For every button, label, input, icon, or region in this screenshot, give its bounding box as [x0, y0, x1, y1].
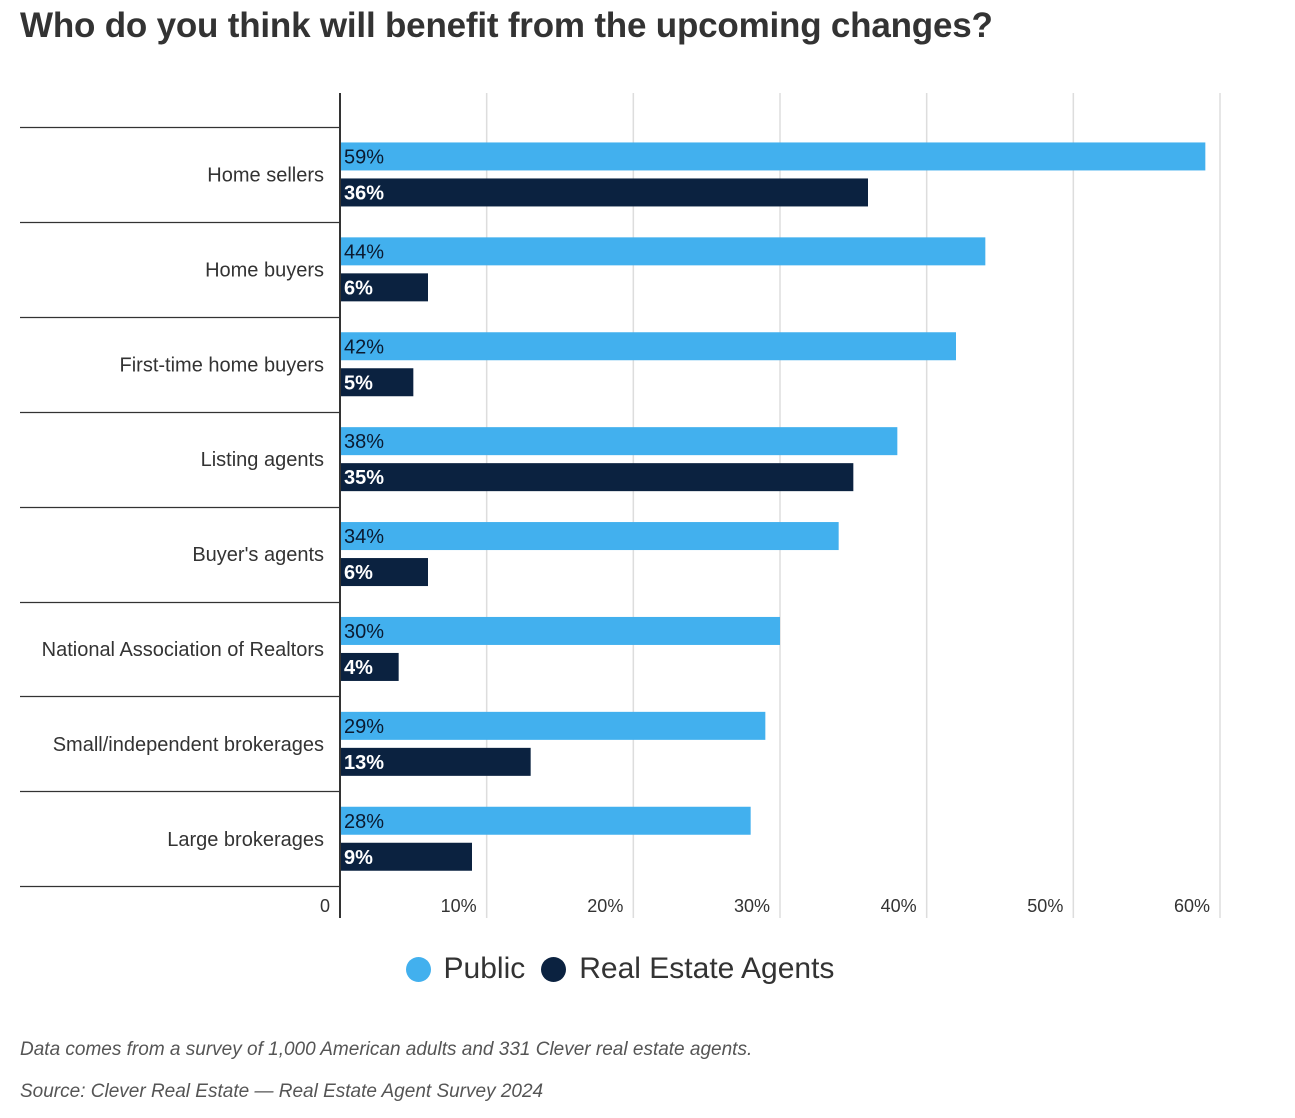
data-label: 35% [344, 467, 384, 489]
data-label: 6% [344, 562, 373, 584]
legend-swatch-agents [541, 956, 567, 982]
bar-chart: 0 10% 20% 30% 40% 50% 60% Home sellers 59% 36% Hom… [20, 93, 1221, 918]
data-label: 4% [344, 657, 373, 679]
source-note: Source: Clever Real Estate — Real Estate… [20, 1081, 544, 1102]
chart-title: Who do you think will benefit from the u… [20, 6, 993, 45]
legend-swatch-public [405, 956, 431, 982]
x-tick-label: 20% [587, 896, 623, 916]
bar-public [340, 332, 956, 361]
data-label: 44% [344, 241, 384, 263]
x-tick-label: 50% [1027, 896, 1063, 916]
bar-public [340, 711, 766, 740]
category-label: Large brokerages [167, 829, 324, 851]
category-label: Listing agents [201, 449, 324, 471]
bar-public [340, 522, 839, 551]
category-label: Home sellers [207, 164, 324, 186]
bar-public [340, 616, 780, 645]
x-tick-label: 10% [441, 896, 477, 916]
data-label: 30% [344, 621, 384, 643]
legend-item-agents[interactable]: Real Estate Agents [541, 952, 834, 986]
x-tick-label: 60% [1174, 896, 1210, 916]
legend-label-agents: Real Estate Agents [579, 952, 835, 985]
data-label: 36% [344, 182, 384, 204]
data-label: 13% [344, 752, 384, 774]
category-label: First-time home buyers [120, 354, 325, 376]
bar-public [340, 237, 986, 266]
bar-agents [340, 368, 414, 397]
data-label: 6% [344, 277, 373, 299]
bar-public [340, 806, 751, 835]
bar-agents [340, 178, 868, 207]
data-label: 29% [344, 716, 384, 738]
data-label: 59% [344, 146, 384, 168]
legend-item-public[interactable]: Public [405, 952, 526, 986]
legend: Public Real Estate Agents [0, 952, 1240, 986]
bar-agents [340, 273, 428, 302]
x-tick-label: 0 [320, 896, 330, 916]
data-label: 38% [344, 431, 384, 453]
survey-note: Data comes from a survey of 1,000 Americ… [20, 1039, 753, 1060]
bar-public [340, 142, 1206, 171]
category-label: Home buyers [205, 259, 324, 281]
data-label: 9% [344, 847, 373, 869]
category-label: National Association of Realtors [42, 639, 324, 661]
data-label: 34% [344, 526, 384, 548]
legend-label-public: Public [443, 952, 526, 985]
data-label: 28% [344, 811, 384, 833]
category-label: Small/independent brokerages [53, 734, 324, 756]
data-label: 5% [344, 372, 373, 394]
bar-agents [340, 558, 428, 587]
bar-agents [340, 842, 472, 871]
category-label: Buyer's agents [192, 544, 324, 566]
bar-agents [340, 652, 399, 681]
data-label: 42% [344, 336, 384, 358]
bar-public [340, 427, 898, 456]
bar-agents [340, 747, 531, 776]
x-tick-label: 30% [734, 896, 770, 916]
x-tick-label: 40% [881, 896, 917, 916]
bar-agents [340, 463, 854, 492]
